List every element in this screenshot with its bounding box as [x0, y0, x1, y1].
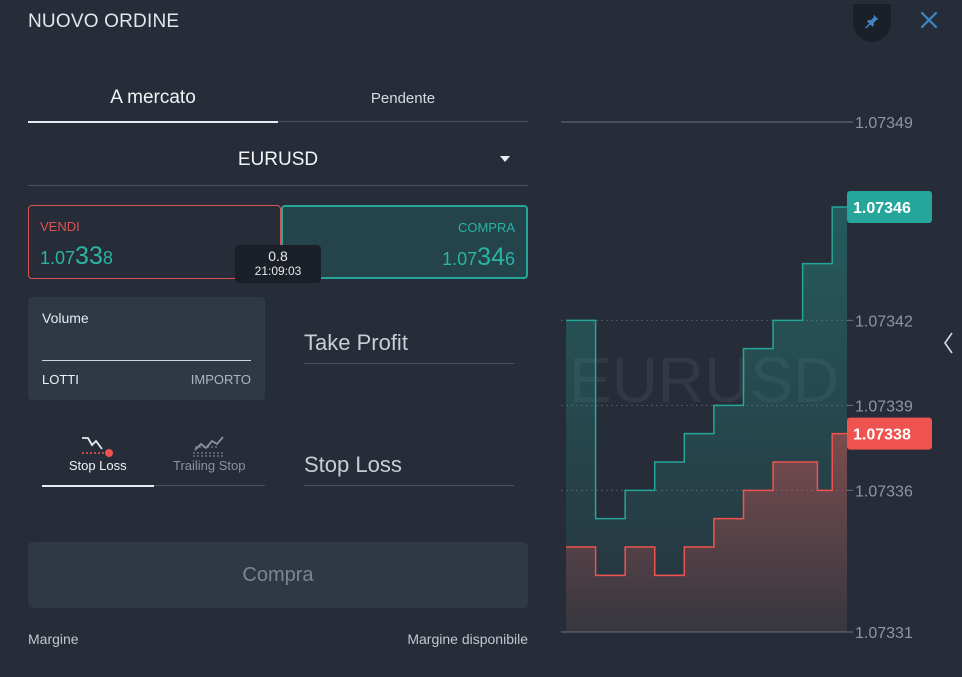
chevron-left-icon	[940, 332, 958, 360]
unit-lots-toggle[interactable]: LOTTI	[42, 372, 79, 387]
spread-time: 21:09:03	[254, 264, 302, 278]
stop-loss-field[interactable]: Stop Loss	[304, 452, 514, 486]
symbol-value: EURUSD	[237, 148, 319, 170]
buy-price-prefix: 1.07	[442, 249, 478, 269]
y-tick-label: 1.07336	[855, 483, 913, 500]
dialog-title: NUOVO ORDINE	[28, 11, 180, 32]
sell-price: 1.07338	[40, 242, 113, 271]
buy-series-line	[566, 206, 847, 520]
stop-type-tabs: Stop Loss Trailing Stop	[42, 430, 266, 487]
sell-price-prefix: 1.07	[40, 248, 76, 268]
sell-series-line	[566, 432, 847, 577]
buy-button[interactable]: COMPRA 1.07346	[281, 205, 528, 279]
pin-icon	[864, 13, 880, 34]
buy-label: COMPRA	[457, 220, 515, 235]
sell-last-price-label: 1.07338	[853, 427, 911, 444]
order-type-tabs: A mercato Pendente	[28, 74, 528, 123]
buy-price: 1.07346	[442, 243, 515, 272]
sell-price-big: 33	[75, 242, 103, 270]
y-tick-label: 1.07339	[855, 398, 913, 415]
sell-price-suffix: 8	[102, 248, 113, 268]
spread-value: 0.8	[268, 248, 288, 264]
trailing-stop-tab-label: Trailing Stop	[173, 458, 246, 473]
y-tick-label: 1.07349	[855, 115, 913, 132]
stop-loss-tab-label: Stop Loss	[68, 458, 127, 473]
tab-pending[interactable]: Pendente	[370, 89, 436, 107]
sell-series-area	[566, 433, 847, 632]
volume-input[interactable]	[42, 333, 251, 361]
symbol-select[interactable]: EURUSD	[28, 134, 528, 186]
trailing-stop-icon	[154, 434, 266, 458]
buy-last-price-label: 1.07346	[853, 200, 911, 217]
unit-amount-toggle[interactable]: IMPORTO	[190, 372, 251, 387]
spread-badge: 0.8 21:09:03	[235, 245, 321, 283]
sell-button[interactable]: VENDI 1.07338	[28, 205, 281, 279]
volume-panel: Volume LOTTI IMPORTO	[28, 297, 265, 400]
buy-price-big: 34	[477, 243, 505, 271]
sell-label: VENDI	[40, 219, 80, 234]
submit-buy-button[interactable]: Compra	[28, 542, 528, 608]
volume-label: Volume	[42, 310, 89, 326]
tab-trailing-stop[interactable]: Trailing Stop	[154, 430, 266, 486]
buy-price-suffix: 6	[504, 249, 515, 269]
margin-label: Margine	[28, 631, 79, 647]
close-icon	[920, 11, 938, 34]
caret-down-icon	[500, 156, 510, 162]
tab-market[interactable]: A mercato	[28, 74, 278, 123]
close-button[interactable]	[916, 9, 942, 35]
take-profit-field[interactable]: Take Profit	[304, 330, 514, 364]
collapse-chart-button[interactable]	[940, 330, 958, 356]
y-tick-label: 1.07331	[855, 625, 913, 642]
sell-last-price-badge	[847, 417, 932, 450]
pin-button[interactable]	[853, 4, 891, 42]
y-tick-label: 1.07342	[855, 313, 913, 330]
price-chart: EURUSD1.073491.073421.073391.073361.0733…	[561, 115, 932, 642]
buy-last-price-badge	[847, 191, 932, 223]
tab-stop-loss[interactable]: Stop Loss	[42, 430, 154, 487]
stop-loss-icon	[42, 434, 154, 458]
margin-available-label: Margine disponibile	[407, 631, 528, 647]
